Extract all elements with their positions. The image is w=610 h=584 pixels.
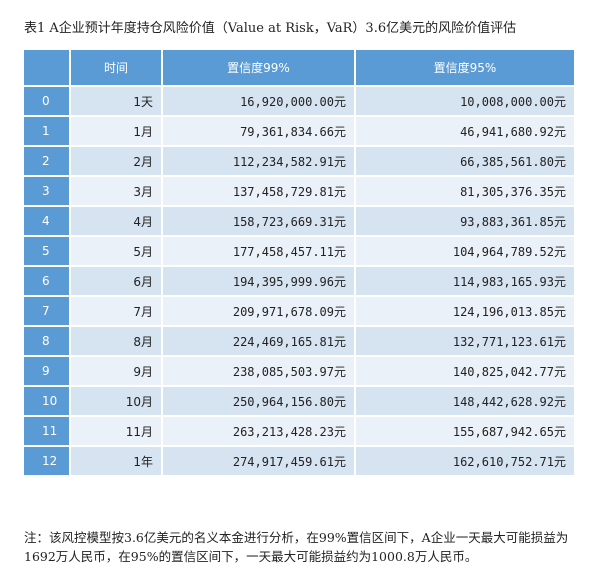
header-confidence-95: 置信度95% [356,50,576,87]
var-table: 时间 置信度99% 置信度95% 0 1天 16,920,000.00元 10,008… [24,50,576,477]
time-cell: 7月 [71,297,163,327]
time-cell: 3月 [71,177,163,207]
value-95-cell: 46,941,680.92元 [356,117,576,147]
table-row: 11 11月 263,213,428.23元 155,687,942.65元 [24,417,576,447]
value-95-cell: 66,385,561.80元 [356,147,576,177]
header-time: 时间 [71,50,163,87]
value-99-cell: 177,458,457.11元 [163,237,356,267]
value-95-cell: 81,305,376.35元 [356,177,576,207]
time-cell: 11月 [71,417,163,447]
row-index: 9 [24,357,71,387]
time-cell: 1月 [71,117,163,147]
value-99-cell: 194,395,999.96元 [163,267,356,297]
table-row: 8 8月 224,469,165.81元 132,771,123.61元 [24,327,576,357]
table-note: 注：该风控模型按3.6亿美元的名义本金进行分析，在99%置信区间下，A企业一天最… [24,530,569,564]
time-cell: 1天 [71,87,163,117]
header-confidence-99: 置信度99% [163,50,356,87]
row-index: 2 [24,147,71,177]
value-95-cell: 140,825,042.77元 [356,357,576,387]
time-cell: 6月 [71,267,163,297]
row-index: 6 [24,267,71,297]
table-row: 0 1天 16,920,000.00元 10,008,000.00元 [24,87,576,117]
value-99-cell: 158,723,669.31元 [163,207,356,237]
value-99-cell: 137,458,729.81元 [163,177,356,207]
table-caption: 表1 A企业预计年度持仓风险价值（Value at Risk，VaR）3.6亿美… [24,21,517,36]
table-row: 1 1月 79,361,834.66元 46,941,680.92元 [24,117,576,147]
time-cell: 2月 [71,147,163,177]
row-index: 3 [24,177,71,207]
row-index: 4 [24,207,71,237]
time-cell: 5月 [71,237,163,267]
table-row: 4 4月 158,723,669.31元 93,883,361.85元 [24,207,576,237]
value-95-cell: 124,196,013.85元 [356,297,576,327]
value-99-cell: 79,361,834.66元 [163,117,356,147]
value-95-cell: 132,771,123.61元 [356,327,576,357]
header-index [24,50,71,87]
value-99-cell: 224,469,165.81元 [163,327,356,357]
time-cell: 4月 [71,207,163,237]
table-row: 6 6月 194,395,999.96元 114,983,165.93元 [24,267,576,297]
time-cell: 10月 [71,387,163,417]
table-row: 10 10月 250,964,156.80元 148,442,628.92元 [24,387,576,417]
value-95-cell: 155,687,942.65元 [356,417,576,447]
time-cell: 1年 [71,447,163,477]
value-95-cell: 104,964,789.52元 [356,237,576,267]
value-99-cell: 112,234,582.91元 [163,147,356,177]
row-index: 0 [24,87,71,117]
header-row: 时间 置信度99% 置信度95% [24,50,576,87]
table-row: 12 1年 274,917,459.61元 162,610,752.71元 [24,447,576,477]
value-95-cell: 93,883,361.85元 [356,207,576,237]
table-row: 3 3月 137,458,729.81元 81,305,376.35元 [24,177,576,207]
value-99-cell: 209,971,678.09元 [163,297,356,327]
table-row: 2 2月 112,234,582.91元 66,385,561.80元 [24,147,576,177]
value-95-cell: 162,610,752.71元 [356,447,576,477]
value-95-cell: 148,442,628.92元 [356,387,576,417]
row-index: 1 [24,117,71,147]
row-index: 10 [24,387,71,417]
value-95-cell: 10,008,000.00元 [356,87,576,117]
value-99-cell: 263,213,428.23元 [163,417,356,447]
row-index: 12 [24,447,71,477]
table-row: 9 9月 238,085,503.97元 140,825,042.77元 [24,357,576,387]
value-99-cell: 250,964,156.80元 [163,387,356,417]
row-index: 7 [24,297,71,327]
row-index: 8 [24,327,71,357]
value-95-cell: 114,983,165.93元 [356,267,576,297]
table-row: 5 5月 177,458,457.11元 104,964,789.52元 [24,237,576,267]
table-row: 7 7月 209,971,678.09元 124,196,013.85元 [24,297,576,327]
row-index: 5 [24,237,71,267]
value-99-cell: 16,920,000.00元 [163,87,356,117]
time-cell: 9月 [71,357,163,387]
row-index: 11 [24,417,71,447]
value-99-cell: 274,917,459.61元 [163,447,356,477]
value-99-cell: 238,085,503.97元 [163,357,356,387]
time-cell: 8月 [71,327,163,357]
